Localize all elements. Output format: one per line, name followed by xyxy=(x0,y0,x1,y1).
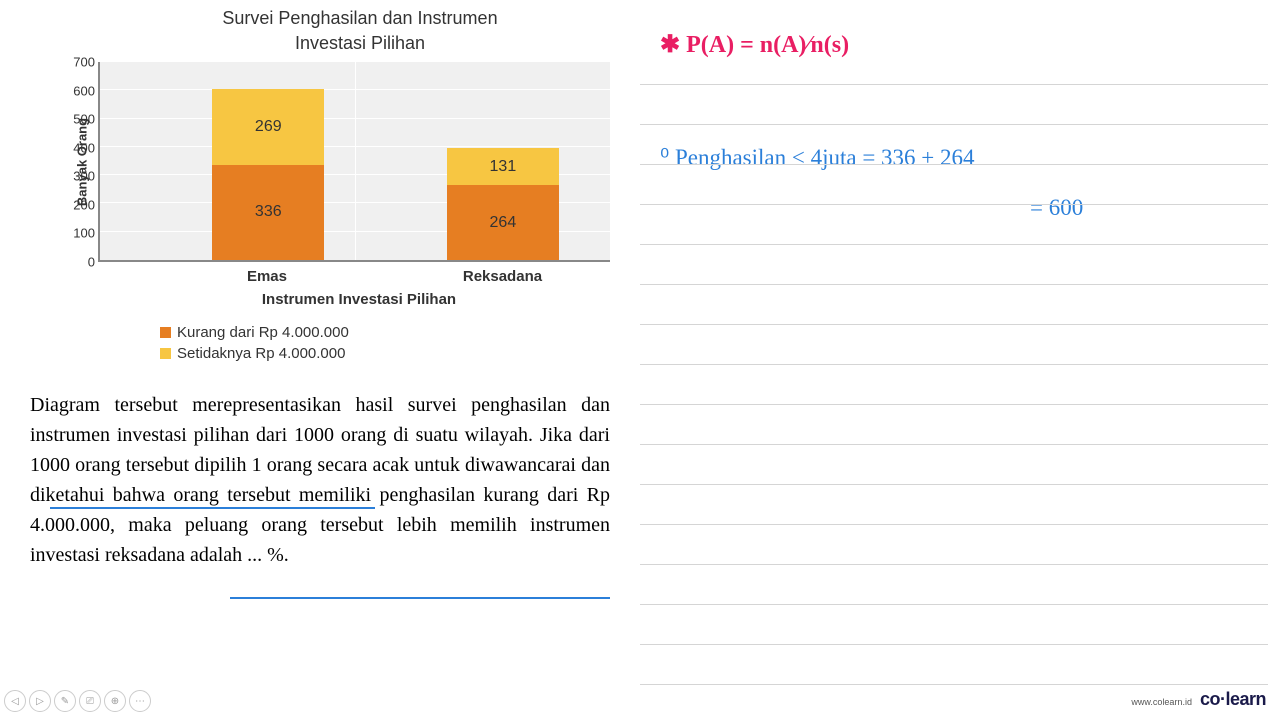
rule-line xyxy=(640,364,1268,365)
x-labels: Emas Reksadana xyxy=(98,262,610,287)
vgridline xyxy=(355,62,356,260)
text-underline xyxy=(230,597,610,599)
bar-segment-top: 269 xyxy=(212,89,324,165)
tool-button[interactable]: ⎚ xyxy=(79,690,101,712)
rule-line xyxy=(640,444,1268,445)
chart-plot: 336269 264131 xyxy=(98,62,610,262)
bar-group: 264131 xyxy=(447,148,559,260)
notes-area: ✱ P(A) = n(A)⁄n(s) ⁰ Penghasilan < 4juta… xyxy=(640,0,1280,720)
legend-item: Kurang dari Rp 4.000.000 xyxy=(160,324,620,341)
bar-group: 336269 xyxy=(212,89,324,260)
legend-swatch xyxy=(160,348,171,359)
calc-line-2: = 600 xyxy=(1030,195,1083,221)
legend-label: Setidaknya Rp 4.000.000 xyxy=(177,345,345,362)
bar-segment-bottom: 336 xyxy=(212,165,324,260)
tool-button[interactable]: ✎ xyxy=(54,690,76,712)
y-tick: 200 xyxy=(73,197,95,212)
y-tick: 300 xyxy=(73,169,95,184)
legend-label: Kurang dari Rp 4.000.000 xyxy=(177,324,349,341)
bar-segment-bottom: 264 xyxy=(447,185,559,260)
legend-item: Setidaknya Rp 4.000.000 xyxy=(160,345,620,362)
logo: co·learn xyxy=(1200,689,1266,710)
y-tick: 100 xyxy=(73,226,95,241)
rule-line xyxy=(640,484,1268,485)
rule-line xyxy=(640,164,1268,165)
left-panel: Survei Penghasilan dan Instrumen Investa… xyxy=(0,0,640,720)
chart-subtitle: Investasi Pilihan xyxy=(20,33,620,54)
x-label: Emas xyxy=(247,268,287,285)
branding: www.colearn.id co·learn xyxy=(1131,689,1266,710)
rule-line xyxy=(640,524,1268,525)
x-label: Reksadana xyxy=(463,268,542,285)
x-axis-title: Instrumen Investasi Pilihan xyxy=(20,291,620,308)
calc-line-1: ⁰ Penghasilan < 4juta = 336 + 264 xyxy=(660,145,975,171)
rule-line xyxy=(640,604,1268,605)
y-ticks: 0100200300400500600700 xyxy=(60,62,95,262)
y-tick: 500 xyxy=(73,112,95,127)
chart-title: Survei Penghasilan dan Instrumen xyxy=(20,8,620,29)
tool-button[interactable]: ⊕ xyxy=(104,690,126,712)
rule-line xyxy=(640,284,1268,285)
y-tick: 700 xyxy=(73,55,95,70)
question-paragraph: Diagram tersebut merepresentasikan hasil… xyxy=(20,390,620,570)
chart-legend: Kurang dari Rp 4.000.000 Setidaknya Rp 4.… xyxy=(160,324,620,362)
y-tick: 600 xyxy=(73,83,95,98)
tool-button[interactable]: ▷ xyxy=(29,690,51,712)
rule-line xyxy=(640,124,1268,125)
rule-line xyxy=(640,684,1268,685)
tool-button[interactable]: ◁ xyxy=(4,690,26,712)
y-tick: 400 xyxy=(73,140,95,155)
rule-line xyxy=(640,404,1268,405)
chart-container: Survei Penghasilan dan Instrumen Investa… xyxy=(20,8,620,362)
right-panel: ✱ P(A) = n(A)⁄n(s) ⁰ Penghasilan < 4juta… xyxy=(640,0,1280,720)
rule-line xyxy=(640,324,1268,325)
footer-url: www.colearn.id xyxy=(1131,697,1192,707)
footer: ◁▷✎⎚⊕⋯ www.colearn.id co·learn xyxy=(0,688,1280,712)
text-underline xyxy=(50,507,375,509)
rule-line xyxy=(640,84,1268,85)
bar-segment-top: 131 xyxy=(447,148,559,185)
paragraph-text: Diagram tersebut merepresentasikan hasil… xyxy=(30,394,610,566)
rule-line xyxy=(640,244,1268,245)
tool-buttons: ◁▷✎⎚⊕⋯ xyxy=(4,690,151,712)
formula-note: ✱ P(A) = n(A)⁄n(s) xyxy=(660,30,849,59)
rule-line xyxy=(640,204,1268,205)
chart-area: Banyak Orang 0100200300400500600700 3362… xyxy=(98,62,610,262)
tool-button[interactable]: ⋯ xyxy=(129,690,151,712)
y-tick: 0 xyxy=(88,255,95,270)
rule-line xyxy=(640,564,1268,565)
legend-swatch xyxy=(160,327,171,338)
rule-line xyxy=(640,644,1268,645)
